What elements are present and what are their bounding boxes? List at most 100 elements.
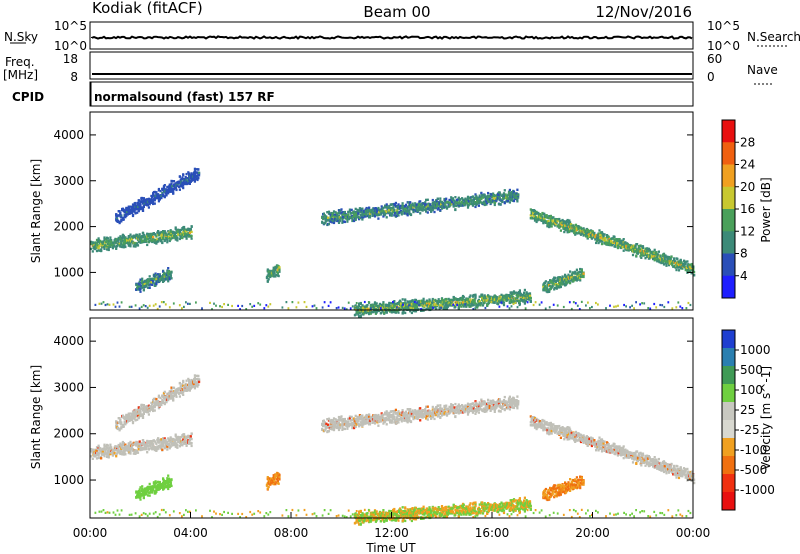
- power-cell: [347, 301, 350, 304]
- power-cell: [215, 304, 217, 307]
- power-cell: [189, 302, 191, 305]
- velocity-cell: [124, 453, 127, 456]
- power-cell: [572, 271, 575, 274]
- power-cell: [524, 299, 527, 303]
- power-cell: [152, 194, 155, 197]
- velocity-cell: [105, 452, 109, 455]
- velocity-cell: [103, 454, 106, 458]
- power-cell: [546, 287, 549, 290]
- power-cell: [167, 275, 170, 278]
- power-cell: [108, 303, 111, 306]
- power-cell: [483, 301, 486, 304]
- power-cell: [429, 203, 432, 206]
- power-cell: [363, 312, 366, 315]
- power-cell: [419, 212, 422, 215]
- power-cell: [449, 203, 452, 206]
- power-cell: [451, 197, 454, 200]
- velocity-cell: [146, 445, 150, 448]
- velocity-cell: [103, 443, 106, 446]
- power-cell: [580, 232, 583, 235]
- power-cell: [678, 265, 681, 269]
- power-cell: [472, 308, 475, 311]
- power-cell: [178, 188, 181, 191]
- power-cell: [297, 301, 300, 304]
- power-cell: [394, 309, 397, 313]
- power-cell: [615, 238, 618, 241]
- power-cell: [543, 213, 546, 216]
- velocity-cell: [152, 443, 155, 446]
- power-cell: [470, 200, 473, 203]
- power-cell: [114, 305, 117, 308]
- velocity-cell: [156, 445, 159, 448]
- power-cell: [249, 303, 252, 306]
- power-cell: [382, 303, 385, 306]
- power-cell: [515, 196, 518, 200]
- power-cell: [373, 305, 376, 308]
- power-cell: [636, 243, 639, 246]
- power-cell: [438, 201, 441, 204]
- power-cell: [399, 209, 403, 213]
- power-cell: [159, 189, 162, 193]
- power-cell: [158, 197, 161, 201]
- power-cell: [450, 196, 453, 199]
- power-cell: [237, 304, 239, 307]
- power-cell: [394, 311, 397, 314]
- power-cell: [478, 302, 481, 306]
- power-cell: [151, 196, 154, 199]
- power-cell: [187, 180, 190, 183]
- power-cell: [343, 210, 346, 214]
- power-cell: [468, 305, 471, 308]
- power-cell: [192, 178, 195, 182]
- power-cell: [436, 197, 439, 200]
- power-cell: [196, 178, 199, 182]
- power-cell: [677, 301, 680, 304]
- power-cell: [431, 208, 434, 212]
- power-cell: [162, 272, 166, 276]
- power-cell: [529, 296, 532, 300]
- power-cell: [160, 230, 163, 234]
- power-cell: [616, 241, 619, 244]
- power-cell: [132, 245, 135, 248]
- power-cell: [483, 203, 486, 207]
- power-cell: [471, 299, 475, 302]
- power-cell: [162, 274, 165, 277]
- power-cell: [417, 205, 420, 208]
- power-cell: [622, 249, 625, 252]
- power-cell: [552, 216, 555, 219]
- power-cell: [668, 262, 671, 265]
- power-cell: [357, 212, 360, 215]
- power-cell: [558, 286, 561, 289]
- power-cell: [666, 258, 669, 261]
- power-cell: [554, 276, 557, 280]
- power-cell: [647, 307, 650, 310]
- power-cell: [506, 305, 509, 308]
- power-cell: [98, 244, 101, 248]
- power-cell: [513, 291, 516, 294]
- power-cell: [98, 302, 101, 305]
- power-cell: [170, 271, 173, 274]
- power-cell: [662, 263, 666, 266]
- nsky-panel: [89, 21, 694, 50]
- velocity-cell: [117, 446, 120, 449]
- power-cell: [570, 224, 573, 227]
- power-cell: [439, 197, 442, 200]
- nsky-tick-bottom: 10^0: [54, 39, 87, 53]
- velocity-cell: [95, 449, 99, 452]
- power-cell: [150, 198, 153, 201]
- power-cell: [113, 244, 116, 247]
- power-cell: [538, 303, 541, 306]
- power-cell: [532, 216, 535, 220]
- power-cell: [542, 285, 545, 289]
- power-cell: [173, 234, 176, 237]
- power-colorbar-label: Power [dB]: [759, 177, 773, 242]
- power-cell: [658, 260, 661, 264]
- power-cell: [193, 176, 196, 179]
- power-cell: [440, 301, 443, 304]
- power-cell: [425, 299, 428, 303]
- power-cell: [595, 241, 598, 245]
- power-cell: [160, 239, 163, 242]
- power-cell: [170, 232, 173, 236]
- power-cell: [401, 202, 404, 205]
- power-cell: [96, 244, 99, 247]
- power-cell: [404, 298, 407, 301]
